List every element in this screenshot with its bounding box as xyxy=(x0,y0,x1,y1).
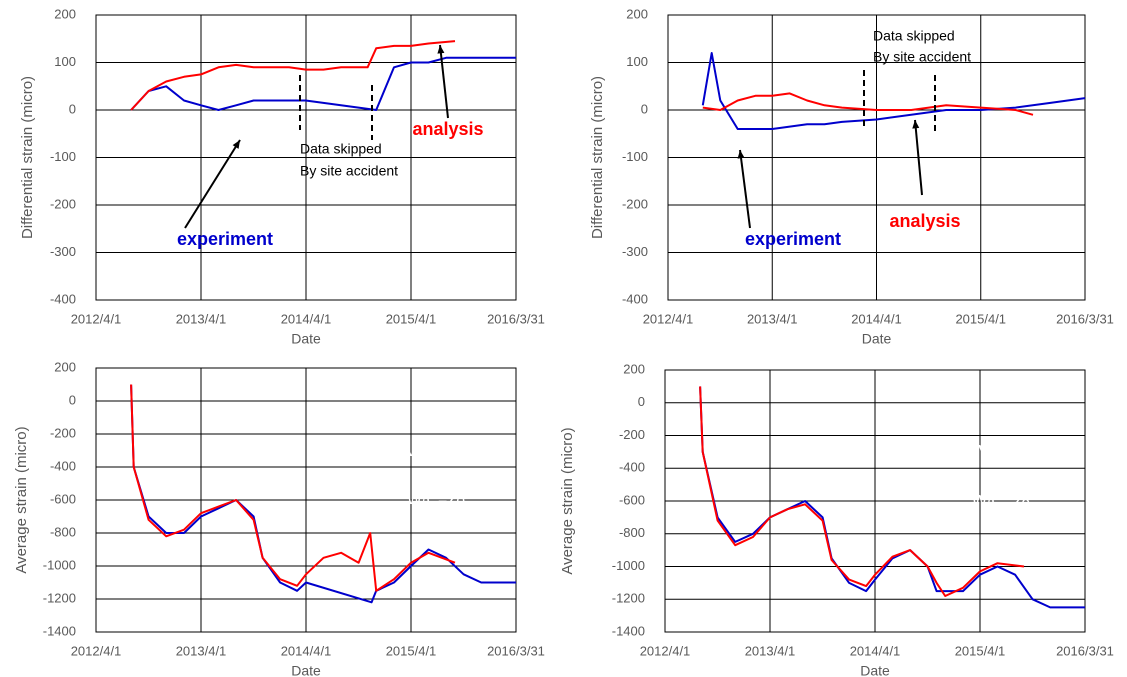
x-tick-label: 2012/4/1 xyxy=(71,311,122,326)
x-axis-label: Date xyxy=(291,331,321,347)
y-tick-label: 100 xyxy=(626,54,648,69)
x-tick-label: 2012/4/1 xyxy=(71,643,122,658)
x-axis-label: Date xyxy=(862,331,892,347)
x-tick-label: 2016/3/31 xyxy=(487,643,545,658)
note: By site accident xyxy=(300,163,398,179)
note: Data skipped xyxy=(873,28,955,44)
annotation: analysis xyxy=(412,119,483,139)
arrow xyxy=(439,44,449,119)
y-tick-label: 100 xyxy=(54,54,76,69)
arrow-head xyxy=(437,45,445,54)
x-axis-label: Date xyxy=(291,663,321,677)
y-tick-label: 200 xyxy=(626,6,648,21)
series-line xyxy=(130,384,456,592)
x-tick-label: 2016/3/31 xyxy=(1056,643,1114,658)
y-tick-label: -300 xyxy=(622,244,648,259)
x-tick-label: 2016/3/31 xyxy=(1056,311,1114,326)
y-tick-label: -1200 xyxy=(43,590,76,605)
y-tick-label: 0 xyxy=(641,101,648,116)
y-tick-label: -1200 xyxy=(612,591,645,606)
series-line xyxy=(130,56,516,111)
y-tick-label: 200 xyxy=(623,361,645,376)
annotation: experiment xyxy=(177,229,273,249)
y-tick-label: -800 xyxy=(50,524,76,539)
series-line xyxy=(130,40,456,111)
arrow-head xyxy=(912,120,920,129)
x-tick-label: 2013/4/1 xyxy=(745,643,796,658)
y-tick-label: -200 xyxy=(619,427,645,442)
y-axis-label: Differential strain (micro) xyxy=(589,76,606,239)
x-tick-label: 2015/4/1 xyxy=(386,311,437,326)
x-tick-label: 2015/4/1 xyxy=(386,643,437,658)
arrow-head xyxy=(232,140,240,149)
note: By site accident xyxy=(873,49,971,65)
x-tick-label: 2013/4/1 xyxy=(747,311,798,326)
annotation: analysis xyxy=(889,211,960,231)
x-axis-label: Date xyxy=(860,663,890,677)
y-tick-label: -200 xyxy=(50,196,76,211)
series-line xyxy=(699,386,1025,597)
x-tick-label: 2014/4/1 xyxy=(281,643,332,658)
y-tick-label: -1400 xyxy=(612,623,645,638)
y-tick-label: -200 xyxy=(622,196,648,211)
y-tick-label: -800 xyxy=(619,525,645,540)
specimen-label: W/C=28 xyxy=(407,491,465,508)
x-tick-label: 2014/4/1 xyxy=(281,311,332,326)
y-tick-label: -100 xyxy=(622,149,648,164)
series-line xyxy=(702,92,1034,116)
x-tick-label: 2013/4/1 xyxy=(176,643,227,658)
y-tick-label: -1000 xyxy=(612,558,645,573)
y-tick-label: -600 xyxy=(619,492,645,507)
x-tick-label: 2015/4/1 xyxy=(955,643,1006,658)
y-tick-label: -300 xyxy=(50,244,76,259)
arrow xyxy=(739,149,751,229)
annotation: experiment xyxy=(745,229,841,249)
y-tick-label: 200 xyxy=(54,6,76,21)
x-tick-label: 2016/3/31 xyxy=(487,311,545,326)
y-axis-label: Average strain (micro) xyxy=(559,427,576,574)
x-tick-label: 2012/4/1 xyxy=(640,643,691,658)
y-tick-label: -1400 xyxy=(43,623,76,638)
y-tick-label: -1000 xyxy=(43,557,76,572)
arrow xyxy=(184,139,241,229)
arrow xyxy=(914,119,923,196)
y-tick-label: -400 xyxy=(50,291,76,306)
note: Data skipped xyxy=(300,141,382,157)
x-tick-label: 2015/4/1 xyxy=(955,311,1006,326)
specimen-label: W/C=28 xyxy=(972,493,1030,510)
y-axis-label: Differential strain (micro) xyxy=(19,76,36,239)
y-tick-label: -400 xyxy=(50,458,76,473)
arrow-head xyxy=(737,150,745,159)
y-tick-label: -400 xyxy=(619,460,645,475)
y-tick-label: -600 xyxy=(50,491,76,506)
y-tick-label: 0 xyxy=(69,392,76,407)
x-tick-label: 2012/4/1 xyxy=(643,311,694,326)
y-tick-label: -200 xyxy=(50,425,76,440)
specimen-label: W/C=28 xyxy=(407,443,465,460)
y-tick-label: -400 xyxy=(622,291,648,306)
y-axis-label: Average strain (micro) xyxy=(13,426,30,573)
x-tick-label: 2013/4/1 xyxy=(176,311,227,326)
y-tick-label: -100 xyxy=(50,149,76,164)
specimen-label: W/C=28 xyxy=(972,443,1030,460)
x-tick-label: 2014/4/1 xyxy=(851,311,902,326)
y-tick-label: 0 xyxy=(69,101,76,116)
y-tick-label: 0 xyxy=(638,394,645,409)
series-line xyxy=(699,386,1085,609)
y-tick-label: 200 xyxy=(54,359,76,374)
x-tick-label: 2014/4/1 xyxy=(850,643,901,658)
